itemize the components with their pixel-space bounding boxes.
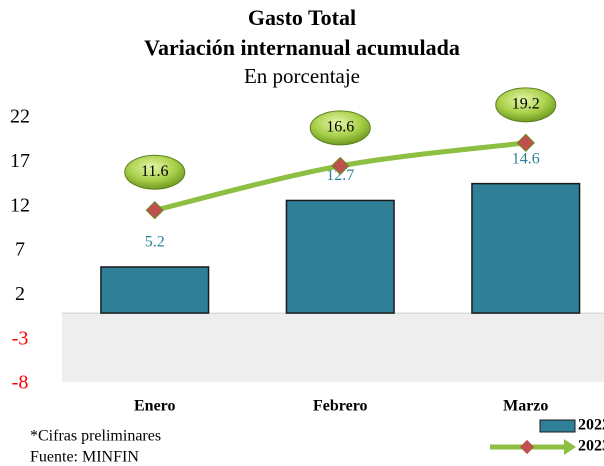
bubble <box>495 87 557 123</box>
y-tick-label: 7 <box>15 239 25 261</box>
legend-swatch <box>564 439 576 455</box>
note: Fuente: MINFIN <box>30 449 139 466</box>
x-tick-label: Marzo <box>503 398 548 415</box>
y-tick-label: 2 <box>15 283 25 305</box>
bubble <box>309 110 371 146</box>
bar <box>471 182 581 314</box>
marker <box>331 156 350 176</box>
data-label: 19.2 <box>512 95 540 112</box>
legend-swatch <box>519 439 535 455</box>
bubble <box>124 154 186 190</box>
bar <box>285 199 395 314</box>
data-label: 12.7 <box>326 167 354 184</box>
data-label: 5.2 <box>145 234 165 251</box>
note: *Cifras preliminares <box>30 428 161 445</box>
legend-label: 2023* <box>578 438 604 455</box>
marker <box>516 133 535 153</box>
x-tick-label: Febrero <box>313 398 368 415</box>
x-tick-label: Enero <box>134 398 175 415</box>
data-label: 14.6 <box>512 150 540 167</box>
plot-negative-area <box>62 313 604 382</box>
chart-subtitle: Variación internanual acumulada <box>144 35 460 60</box>
marker <box>145 201 164 220</box>
legend-swatch <box>539 419 576 433</box>
y-axis-label: En porcentaje <box>244 64 360 88</box>
y-tick-label: -3 <box>12 327 29 349</box>
chart-title: Gasto Total <box>248 5 356 30</box>
y-tick-label: 12 <box>10 194 30 216</box>
y-tick-label: 22 <box>10 106 30 128</box>
y-tick-label: 17 <box>10 150 30 172</box>
y-tick-label: -8 <box>12 372 29 394</box>
bar <box>100 266 210 314</box>
data-label: 11.6 <box>141 163 168 180</box>
data-label: 16.6 <box>326 119 354 136</box>
